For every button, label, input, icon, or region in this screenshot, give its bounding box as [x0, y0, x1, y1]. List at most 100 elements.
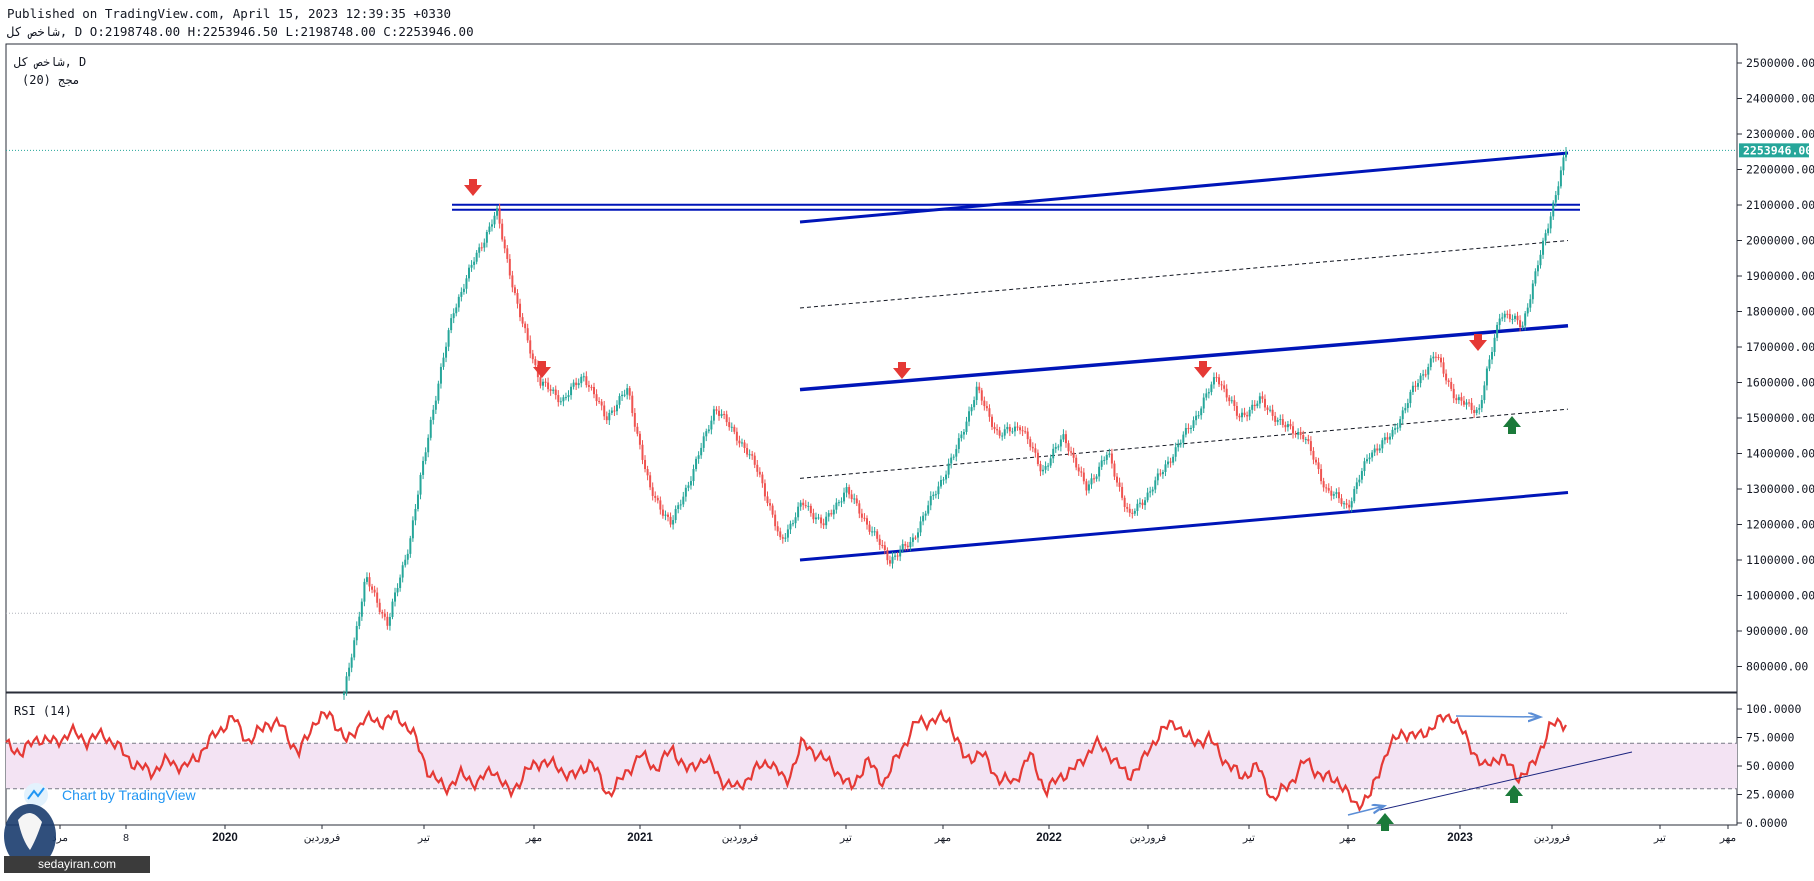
candle — [598, 397, 601, 404]
candle — [396, 583, 399, 597]
candle-body — [1478, 408, 1481, 410]
time-tick-label: 8 — [123, 832, 129, 844]
candle — [496, 205, 499, 220]
price-tick-label: 800000.00 — [1746, 660, 1808, 674]
candle — [345, 672, 348, 696]
candle — [439, 363, 442, 389]
candle — [689, 476, 692, 490]
candle-body — [595, 394, 598, 402]
candle — [1439, 353, 1442, 368]
candle-body — [416, 494, 419, 509]
candle-body — [845, 487, 848, 493]
candle — [641, 440, 644, 465]
candle — [603, 400, 606, 421]
candle-body — [455, 307, 458, 314]
candle-body — [1210, 384, 1213, 393]
candle-body — [437, 383, 440, 401]
rsi-legend[interactable]: RSI (14) — [14, 704, 72, 718]
candle-body — [911, 537, 914, 542]
candle-body — [1480, 400, 1483, 409]
symbol-legend[interactable]: شاخص کل, D — [14, 55, 86, 70]
sell-signal-arrow — [464, 179, 482, 196]
candle — [468, 264, 471, 282]
candle-body — [1151, 489, 1154, 492]
candle — [909, 536, 912, 552]
candle-body — [978, 386, 981, 391]
candle-body — [1388, 436, 1391, 440]
candle-body — [1011, 431, 1014, 433]
candle-body — [399, 577, 402, 588]
candle — [1383, 432, 1386, 445]
time-tick-label: 2020 — [212, 832, 238, 844]
indicator-legend[interactable]: (20) مجج — [22, 73, 80, 87]
candle — [1235, 401, 1238, 420]
candle-body — [506, 248, 509, 259]
candle-body — [498, 208, 501, 224]
candle-body — [432, 409, 435, 420]
candle-body — [1077, 467, 1080, 472]
candle — [511, 270, 514, 293]
candle-body — [1452, 388, 1455, 399]
candle-body — [1511, 318, 1514, 320]
candle — [582, 372, 585, 382]
upper-channel-line — [799, 151, 1569, 224]
candle — [1485, 366, 1488, 391]
candle — [358, 611, 361, 630]
candle-body — [1376, 448, 1379, 451]
candle-body — [840, 501, 843, 503]
candle-body — [883, 545, 886, 550]
candle — [1394, 423, 1397, 435]
candle — [988, 404, 991, 422]
candle — [952, 454, 955, 461]
candle-body — [945, 474, 948, 480]
candle-body — [865, 518, 868, 525]
candle — [1366, 454, 1369, 464]
candle — [1417, 379, 1420, 390]
candle — [386, 611, 389, 630]
candle — [1223, 380, 1226, 393]
candle-body — [860, 513, 863, 518]
candle — [1128, 503, 1131, 517]
candle — [1442, 357, 1445, 378]
candle-body — [968, 411, 971, 422]
candle — [567, 390, 570, 402]
candle-body — [965, 421, 968, 432]
candle-body — [1348, 504, 1351, 508]
candle — [1031, 442, 1034, 453]
candle — [1197, 411, 1200, 419]
price-pane[interactable] — [5, 43, 1738, 693]
candle — [968, 406, 971, 427]
candle-body — [646, 469, 649, 476]
candle-body — [1460, 397, 1463, 401]
candle — [552, 387, 555, 394]
candle-body — [1434, 356, 1437, 358]
candle — [868, 520, 871, 535]
candle-body — [1322, 481, 1325, 488]
candle — [1373, 444, 1376, 457]
candle-body — [1340, 498, 1343, 505]
candle-body — [1473, 410, 1476, 414]
candle-body — [447, 330, 450, 347]
candle-body — [804, 505, 807, 507]
candle — [700, 442, 703, 459]
candle — [473, 257, 476, 270]
candle — [1554, 190, 1557, 207]
candle — [1184, 423, 1187, 438]
candle-body — [1044, 466, 1047, 470]
candle-body — [1396, 427, 1399, 429]
lower-channel-line — [799, 491, 1569, 562]
candle — [1332, 491, 1335, 500]
candle — [911, 533, 914, 547]
candle-body — [539, 377, 542, 386]
candle — [503, 236, 506, 254]
candle — [1327, 483, 1330, 494]
arrow-stem — [1199, 361, 1207, 368]
candle — [475, 250, 478, 265]
candle-body — [345, 676, 348, 693]
candle-body — [932, 494, 935, 497]
candle-body — [1544, 233, 1547, 241]
candle-body — [906, 545, 909, 548]
candle-body — [1197, 415, 1200, 417]
candle-body — [1126, 506, 1129, 509]
